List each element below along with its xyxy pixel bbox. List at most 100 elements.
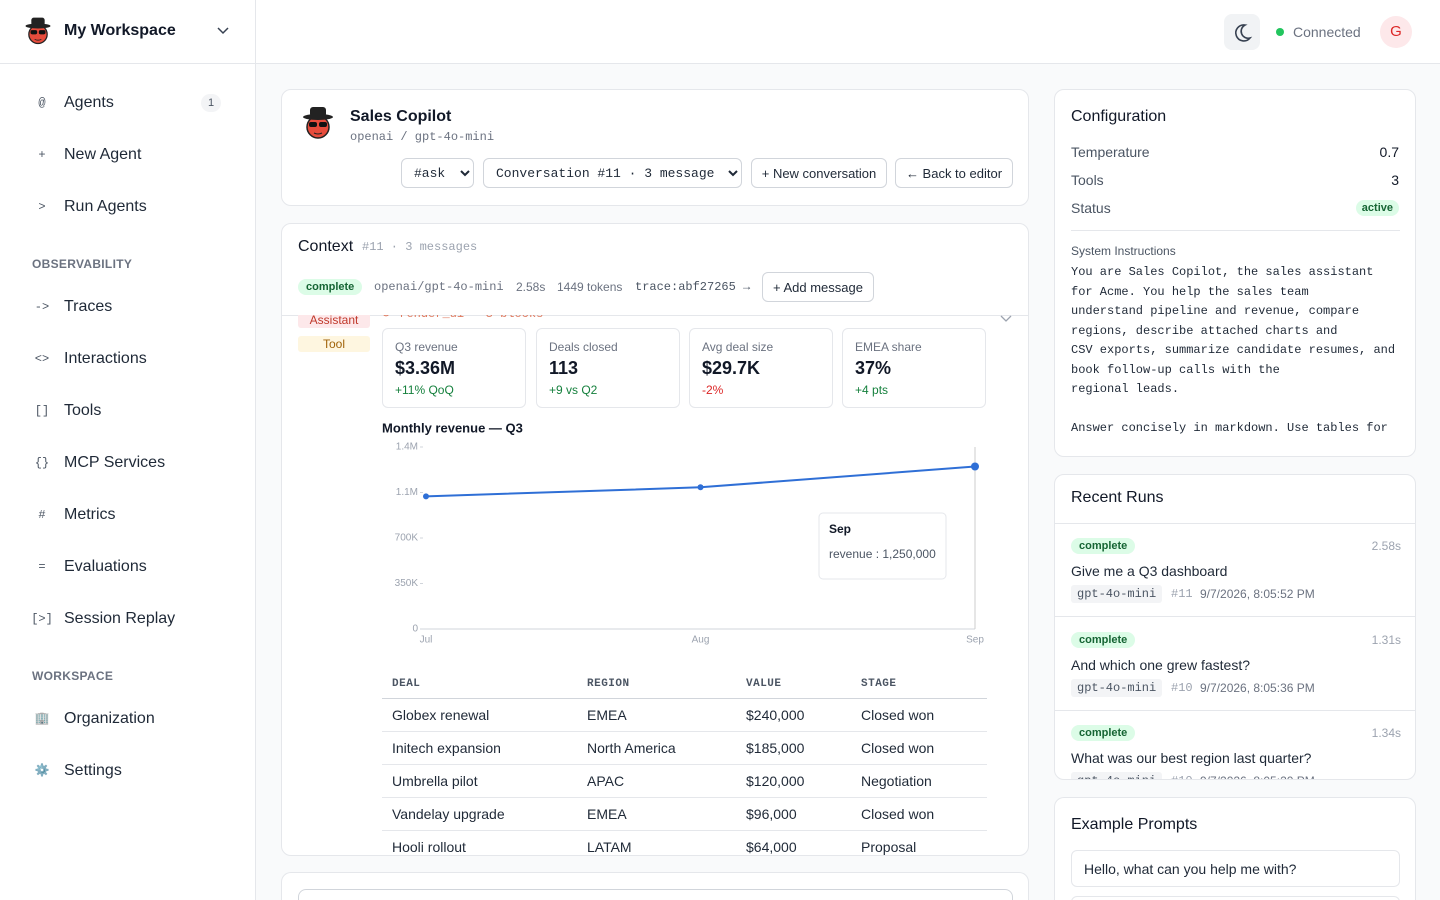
top-bar (256, 0, 1440, 64)
run-item[interactable]: complete 2.58s Give me a Q3 dashboard gpt-4… (1055, 524, 1415, 617)
nav-label[interactable]: New Agent (64, 146, 142, 163)
agent-card: Sales Copilot openai / gpt-4o-mini #ask … (281, 89, 1029, 206)
row-rule (382, 797, 987, 798)
tooltip (818, 512, 947, 580)
back-button[interactable]: ← Back to editor (895, 158, 1013, 188)
run-status: complete (1071, 631, 1136, 648)
context-tokens: 1449 tokens (557, 280, 623, 294)
run-duration: 1.34s (1371, 726, 1401, 740)
nav-icon: <> (34, 352, 50, 366)
conversation-select[interactable]: Conversation #11 · 3 message (483, 158, 742, 188)
kpi-card: Q3 revenue $3.36M +11% QoQ (382, 328, 526, 408)
run-item[interactable]: complete 1.31s And which one grew fastest?… (1055, 618, 1415, 711)
table-cell: Umbrella pilot (392, 773, 478, 789)
table-cell: North America (587, 740, 676, 756)
prompt-button[interactable] (1071, 896, 1400, 900)
agent-name: Sales Copilot (350, 108, 452, 125)
run-time: 9/7/2026, 8:05:52 PM (1200, 587, 1315, 601)
column-header: REGION (587, 678, 630, 690)
run-time: 9/7/2026, 8:05:20 PM (1200, 771, 1315, 779)
nav-label[interactable]: Traces (64, 298, 113, 315)
instructions-title: System Instructions (1071, 244, 1176, 258)
table-cell: Closed won (861, 740, 935, 756)
config-title: Configuration (1071, 108, 1167, 125)
section-title: WORKSPACE (32, 669, 114, 683)
role-tag: Tool (298, 336, 370, 352)
nav-icon: {} (34, 456, 50, 470)
nav-icon: + (38, 148, 46, 162)
y-tick-label: 1.1M (396, 487, 418, 498)
y-tick-label: 700K (395, 533, 419, 544)
context-title: Context (298, 238, 354, 255)
table-cell: EMEA (587, 707, 627, 723)
prompt-button[interactable]: Hello, what can you help me with? (1071, 850, 1400, 887)
composer-input[interactable] (298, 889, 1013, 900)
table-cell: LATAM (587, 839, 632, 855)
trace-link[interactable]: trace:abf27265 → (635, 280, 751, 294)
nav-label[interactable]: Settings (64, 762, 122, 779)
nav-label[interactable]: Evaluations (64, 558, 147, 575)
x-tick-label: Sep (966, 635, 984, 646)
nav-label[interactable]: Session Replay (64, 610, 176, 627)
collapse-chevron[interactable] (1000, 315, 1012, 323)
row-rule (382, 731, 987, 732)
nav-label[interactable]: Organization (64, 710, 155, 727)
kpi-value: 37% (855, 358, 892, 378)
context-duration: 2.58s (516, 280, 546, 294)
chart-title: Monthly revenue — Q3 (382, 420, 523, 435)
table-cell: $240,000 (746, 707, 805, 723)
nav-label[interactable]: MCP Services (64, 454, 166, 471)
config-value: 3 (1391, 172, 1399, 188)
section-title: OBSERVABILITY (32, 257, 133, 271)
theme-toggle[interactable] (1224, 14, 1260, 50)
nav-label[interactable]: Interactions (64, 350, 147, 367)
divider (282, 315, 1028, 316)
nav-icon: -> (34, 300, 50, 314)
avatar[interactable]: G (1380, 16, 1412, 48)
divider (1055, 523, 1415, 524)
run-model: gpt-4o-mini (1071, 585, 1163, 603)
point (697, 484, 704, 491)
run-question: Give me a Q3 dashboard (1071, 563, 1228, 579)
run-item[interactable]: complete 1.34s What was our best region la… (1055, 711, 1415, 779)
column-header: VALUE (746, 678, 782, 690)
nav-label[interactable]: Run Agents (64, 198, 147, 215)
table-cell: $64,000 (746, 839, 797, 855)
column-header: DEAL (392, 678, 421, 690)
add-message-button[interactable]: + Add message (762, 272, 874, 302)
column-header: STAGE (861, 678, 897, 690)
nav-label[interactable]: Tools (64, 402, 102, 419)
table-cell: EMEA (587, 806, 627, 822)
agent-model: openai / gpt-4o-mini (350, 130, 495, 144)
kpi-label: Avg deal size (702, 340, 774, 354)
new-conversation-button[interactable]: + New conversation (751, 158, 887, 188)
divider (0, 63, 256, 64)
nav-label[interactable]: Agents (64, 94, 114, 111)
kpi-value: 113 (549, 358, 579, 378)
config-label: Status (1071, 200, 1111, 216)
connection-status: Connected (1293, 24, 1361, 40)
workspace-chevron[interactable] (216, 26, 230, 36)
nav-label[interactable]: Metrics (64, 506, 116, 523)
workspace-name[interactable]: My Workspace (64, 22, 176, 39)
x-tick-label: Aug (692, 635, 710, 646)
table-cell: Initech expansion (392, 740, 501, 756)
nav-icon: # (38, 508, 46, 522)
nav-icon: ⚙️ (34, 764, 50, 778)
point (423, 493, 429, 500)
mode-select[interactable]: #ask (401, 158, 474, 188)
run-id: #11 (1171, 587, 1193, 601)
run-time: 9/7/2026, 8:05:36 PM (1200, 680, 1315, 695)
table-cell: $120,000 (746, 773, 805, 789)
y-tick-label: 0 (412, 624, 418, 635)
row-rule (382, 830, 987, 831)
table-cell: Closed won (861, 806, 935, 822)
context-card: Context #11 · 3 messages complete openai… (281, 223, 1029, 856)
agent-logo (303, 107, 333, 139)
run-model: gpt-4o-mini (1071, 678, 1163, 697)
line (425, 465, 976, 498)
kpi-label: Q3 revenue (395, 340, 458, 354)
tooltip-text: revenue : 1,250,000 (829, 547, 936, 561)
moon-icon (1235, 24, 1253, 42)
